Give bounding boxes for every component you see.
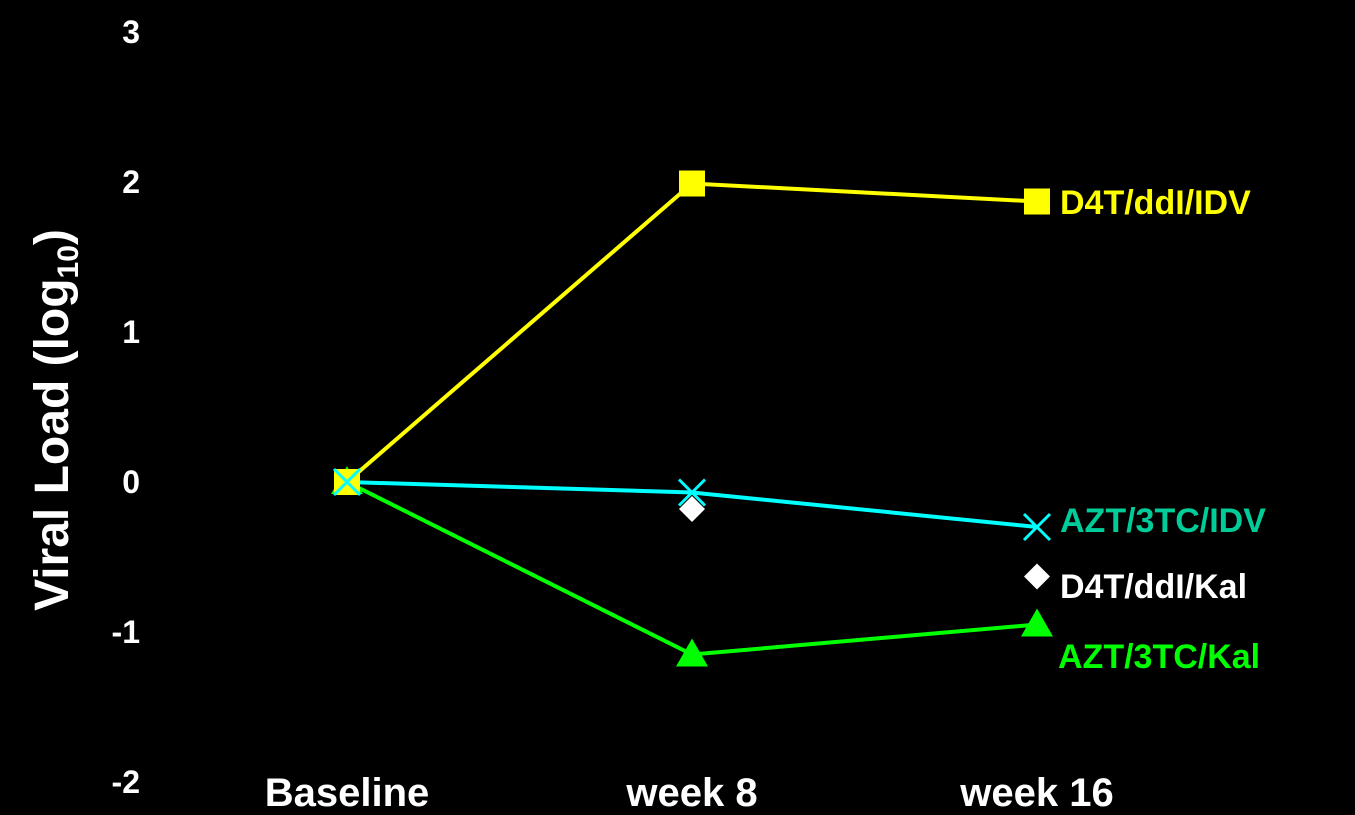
data-point — [1024, 188, 1050, 215]
y-axis-label-subscript: 10 — [52, 245, 85, 278]
y-tick-label: 0 — [122, 464, 140, 500]
y-axis-ticks: 3 2 1 0 -1 -2 — [112, 14, 140, 800]
series-line — [345, 181, 1038, 484]
series-lines — [345, 181, 1038, 657]
data-point — [1021, 608, 1053, 637]
x-category-label: Baseline — [265, 771, 430, 815]
y-axis-label: Viral Load (log10) — [26, 229, 85, 611]
y-tick-label: -2 — [112, 764, 140, 800]
series-label: AZT/3TC/Kal — [1058, 638, 1260, 676]
data-point — [1022, 512, 1052, 542]
y-axis-label-group: Viral Load (log10) — [26, 229, 85, 611]
data-point — [676, 638, 708, 667]
series-markers — [331, 170, 1053, 667]
series-labels: D4T/ddI/IDV AZT/3TC/IDV D4T/ddI/Kal AZT/3TC… — [1058, 184, 1266, 676]
series-label: AZT/3TC/IDV — [1060, 502, 1266, 540]
x-category-label: week 8 — [625, 771, 757, 815]
data-point — [679, 496, 705, 522]
x-category-label: week 16 — [959, 771, 1113, 815]
series-label: D4T/ddI/Kal — [1060, 568, 1247, 606]
y-tick-label: 3 — [122, 14, 140, 50]
y-axis-label-prefix: Viral Load (log — [26, 278, 79, 610]
x-axis-categories: Baseline week 8 week 16 — [265, 771, 1114, 815]
y-tick-label: -1 — [112, 614, 140, 650]
y-tick-label: 1 — [122, 314, 140, 350]
data-point — [332, 467, 362, 497]
y-tick-label: 2 — [122, 164, 140, 200]
data-point — [679, 170, 705, 197]
series-label: D4T/ddI/IDV — [1060, 184, 1251, 222]
y-axis-label-suffix: ) — [26, 229, 79, 245]
data-point — [1024, 563, 1050, 590]
data-point — [677, 478, 707, 507]
